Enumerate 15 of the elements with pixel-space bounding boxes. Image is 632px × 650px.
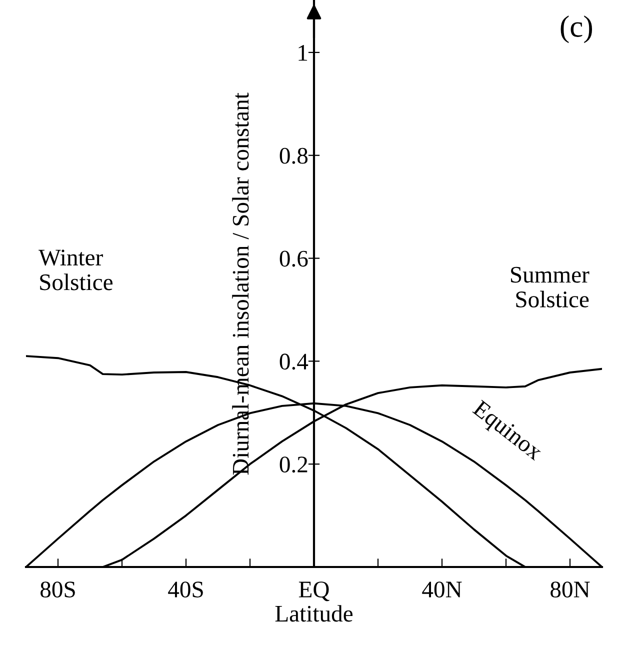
annotation: Winter Solstice xyxy=(38,250,113,290)
y-tick-label: 1 xyxy=(298,45,308,61)
y-tick-label: 0.2 xyxy=(280,456,308,473)
y-tick-label: 0.8 xyxy=(280,148,308,164)
x-tick-label: 80N xyxy=(550,582,590,598)
annotation: Summer Solstice xyxy=(511,266,590,308)
y-axis-title: Diurnal-mean insolation / Solar constant xyxy=(232,92,249,475)
x-tick-label: 40N xyxy=(422,582,462,598)
x-axis-title: Latitude xyxy=(275,605,353,622)
x-tick-label: 80S xyxy=(40,582,75,598)
x-tick-label: EQ xyxy=(298,582,330,602)
y-tick-label: 0.6 xyxy=(280,250,308,267)
x-tick-label: 40S xyxy=(168,582,203,598)
annotation: (c) xyxy=(560,15,592,44)
y-tick-label: 0.4 xyxy=(280,354,308,370)
